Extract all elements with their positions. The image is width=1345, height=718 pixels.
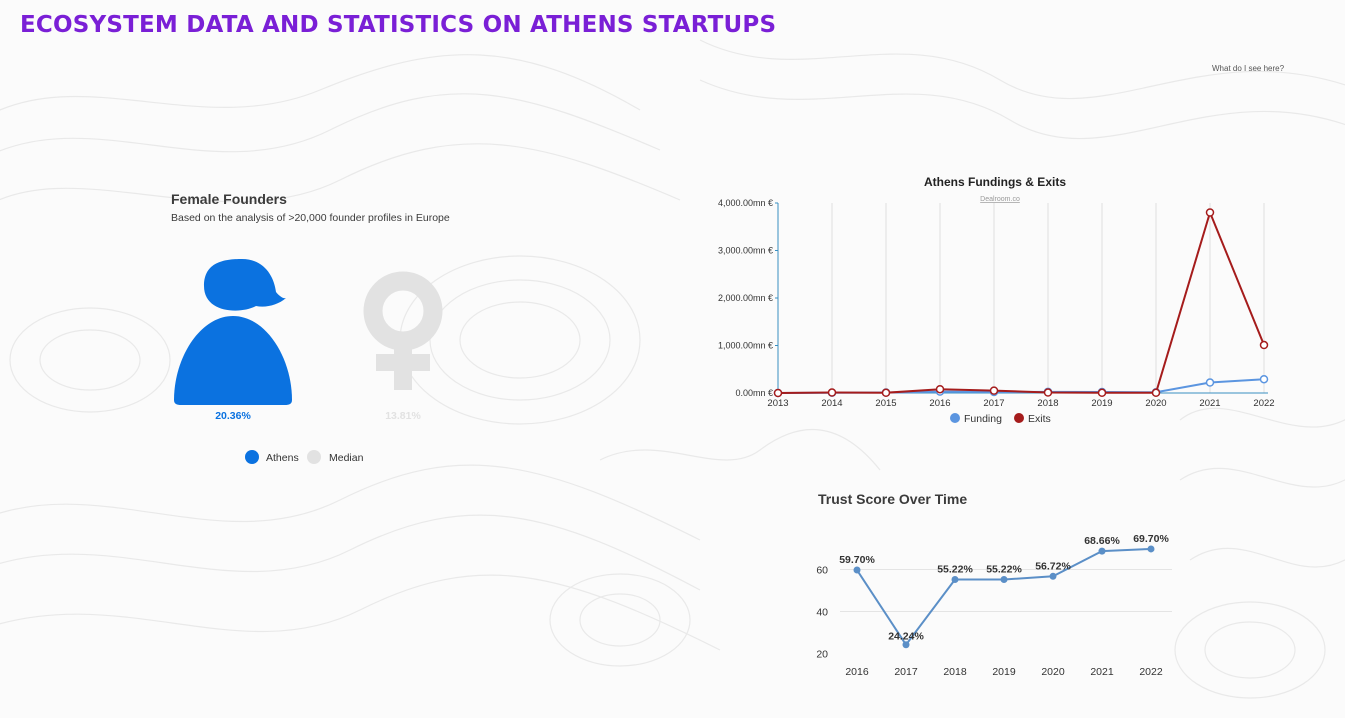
y-tick-label: 60	[816, 564, 828, 576]
female-founders-subtitle: Based on the analysis of >20,000 founder…	[171, 212, 450, 224]
data-point[interactable]	[827, 388, 837, 397]
x-tick-label: 2018	[1037, 398, 1058, 409]
y-tick-label: 40	[816, 607, 828, 619]
legend-label: Funding	[964, 413, 1002, 425]
data-label: 56.72%	[1035, 560, 1071, 572]
legend-item-median[interactable]: Median	[307, 450, 364, 464]
x-tick-label: 2013	[767, 398, 788, 409]
y-tick-label: 1,000.00mn €	[718, 341, 773, 351]
series-exits	[773, 208, 1269, 398]
trust-score-chart: Trust Score Over Time 20 40 60 2016 2017 201…	[816, 491, 1172, 678]
data-label: 59.70%	[839, 554, 875, 566]
data-point[interactable]	[1151, 388, 1161, 398]
help-link[interactable]: What do I see here?	[1212, 64, 1285, 73]
data-label: 55.22%	[937, 563, 973, 575]
data-label: 68.66%	[1084, 535, 1120, 547]
x-tick-label: 2016	[845, 666, 869, 678]
legend-label: Athens	[266, 452, 299, 464]
legend-swatch	[245, 450, 259, 464]
data-label: 55.22%	[986, 563, 1022, 575]
female-founders-title: Female Founders	[171, 191, 287, 207]
series-trust-score: 59.70% 24.24% 55.22% 55.22% 56.72% 68.66% 69.7…	[839, 533, 1169, 649]
x-tick-label: 2021	[1090, 666, 1114, 678]
y-tick-label: 4,000.00mn €	[718, 198, 773, 208]
x-tick-label: 2019	[992, 666, 1016, 678]
data-point[interactable]	[1098, 547, 1106, 555]
data-point[interactable]	[1205, 208, 1215, 217]
data-point[interactable]	[853, 566, 861, 574]
x-tick-label: 2019	[1091, 398, 1112, 409]
y-tick-label: 3,000.00mn €	[718, 246, 773, 256]
x-tick-label: 2017	[983, 398, 1004, 409]
athens-person-icon	[174, 259, 292, 405]
legend-swatch	[950, 413, 960, 423]
athens-value: 20.36%	[215, 410, 251, 422]
x-tick-label: 2020	[1041, 666, 1065, 678]
data-point[interactable]	[935, 384, 945, 394]
legend-label: Median	[329, 452, 364, 464]
data-point[interactable]	[1205, 378, 1215, 387]
female-founders-pictogram: 20.36% 13.81% Athens Median	[174, 259, 443, 464]
data-point[interactable]	[1049, 572, 1057, 580]
y-tick-label: 0.00mn €	[735, 388, 773, 398]
chart-source-link[interactable]: Dealroom.co	[980, 196, 1020, 203]
data-point[interactable]	[773, 388, 783, 398]
legend-label: Exits	[1028, 413, 1051, 425]
fundings-exits-chart: Athens Fundings & Exits Dealroom.co 0.00…	[718, 175, 1275, 425]
series-line	[777, 209, 1265, 394]
data-point[interactable]	[902, 641, 910, 649]
data-point[interactable]	[1043, 388, 1053, 397]
page-title: ECOSYSTEM DATA AND STATISTICS ON ATHENS …	[20, 12, 777, 38]
data-point[interactable]	[1147, 545, 1155, 553]
data-point[interactable]	[951, 575, 959, 583]
x-tick-label: 2021	[1199, 398, 1220, 409]
legend-item-athens[interactable]: Athens	[245, 450, 299, 464]
data-point[interactable]	[1259, 340, 1269, 350]
x-tick-label: 2022	[1253, 398, 1274, 409]
x-tick-label: 2015	[875, 398, 896, 409]
legend-swatch	[1014, 413, 1024, 423]
data-point[interactable]	[1097, 388, 1107, 398]
data-label: 24.24%	[888, 631, 924, 643]
median-value: 13.81%	[385, 410, 421, 422]
y-tick-label: 20	[816, 649, 828, 661]
x-tick-label: 2022	[1139, 666, 1163, 678]
x-tick-label: 2016	[929, 398, 950, 409]
chart-title: Athens Fundings & Exits	[924, 175, 1066, 189]
data-point[interactable]	[1259, 374, 1269, 384]
data-point[interactable]	[881, 388, 891, 398]
x-tick-label: 2018	[943, 666, 967, 678]
legend-item-exits[interactable]: Exits	[1014, 413, 1051, 425]
x-tick-label: 2020	[1145, 398, 1166, 409]
data-label: 69.70%	[1133, 533, 1169, 545]
data-point[interactable]	[1000, 575, 1008, 583]
x-tick-label: 2017	[894, 666, 918, 678]
y-tick-label: 2,000.00mn €	[718, 293, 773, 303]
legend-item-funding[interactable]: Funding	[950, 413, 1002, 425]
legend-swatch	[307, 450, 321, 464]
x-tick-label: 2014	[821, 398, 842, 409]
data-point[interactable]	[989, 386, 999, 395]
female-symbol-icon	[363, 271, 443, 390]
chart-title: Trust Score Over Time	[818, 491, 967, 507]
